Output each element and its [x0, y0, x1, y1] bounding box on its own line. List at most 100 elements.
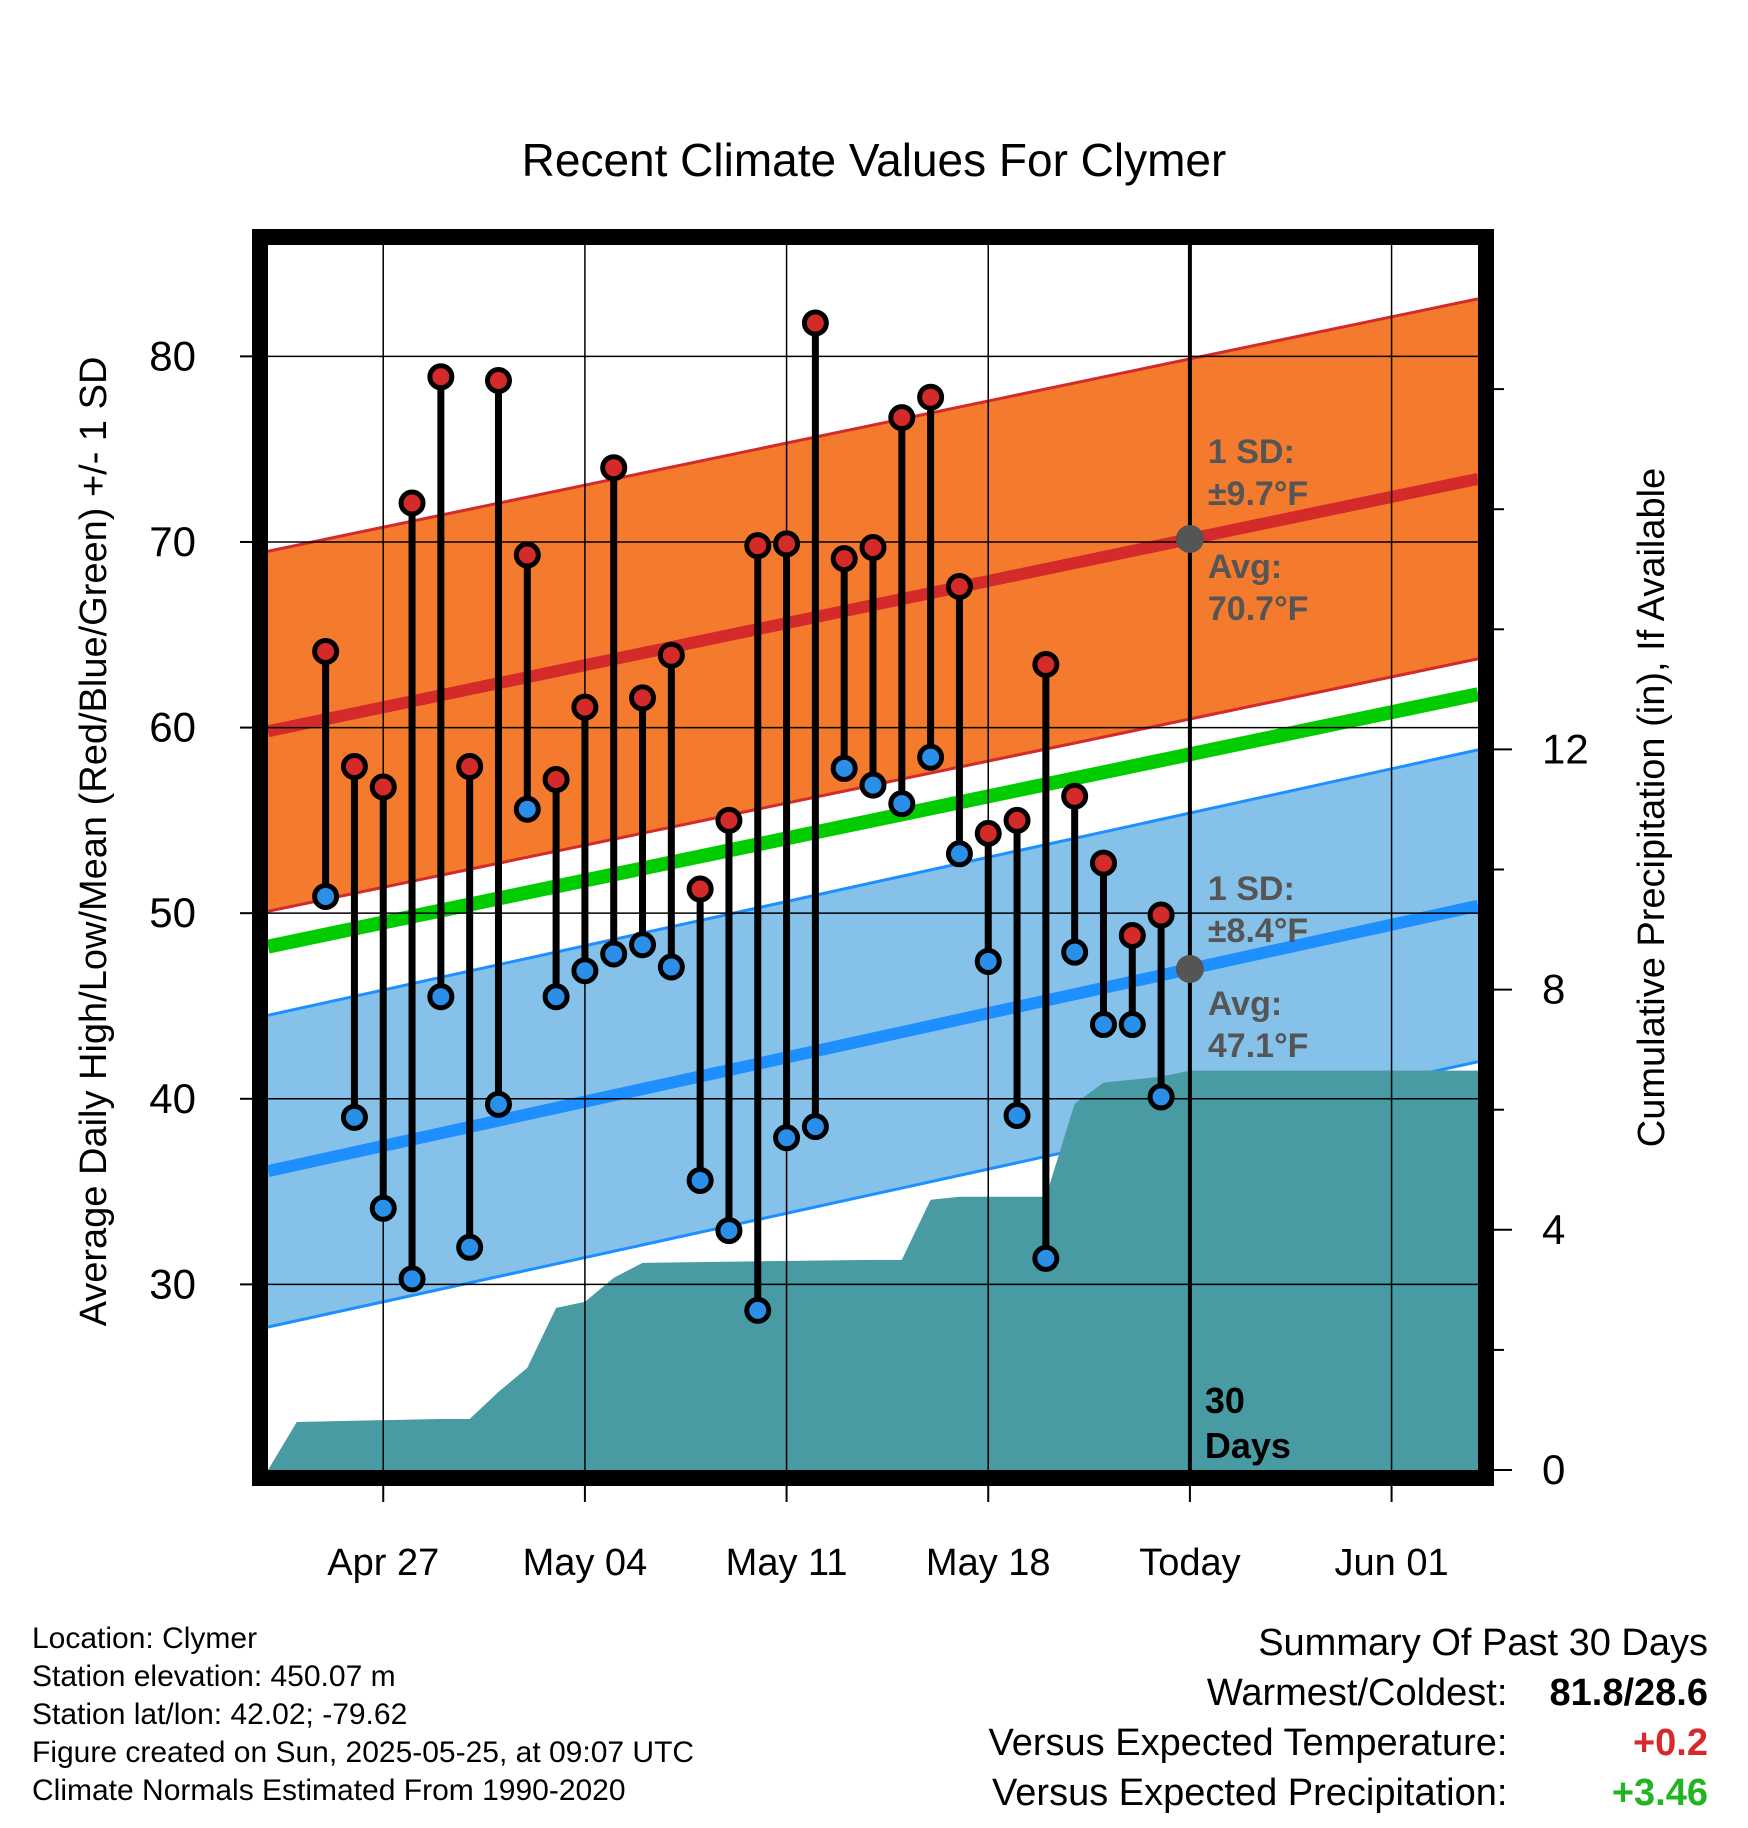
high-point [1061, 782, 1089, 810]
x-axis-label: Day [840, 1605, 908, 1610]
window-label: 30 Days [1205, 1380, 1291, 1466]
station-info: Location: Clymer Station elevation: 450.… [32, 1620, 694, 1810]
high-point [801, 309, 829, 337]
high-point [427, 363, 455, 391]
created-text: Figure created on Sun, 2025-05-25, at 09… [32, 1736, 695, 1769]
low-point [657, 953, 685, 981]
low-point [629, 931, 657, 959]
precip-area [268, 1070, 1478, 1470]
low-point [427, 983, 455, 1011]
x-tick-label: Today [1139, 1542, 1240, 1584]
low-point [974, 947, 1002, 975]
low-point [744, 1296, 772, 1324]
high-band-upper [268, 297, 1478, 553]
high-point [830, 545, 858, 573]
low-point [1003, 1101, 1031, 1129]
y2-tick-label: 8 [1542, 966, 1565, 1013]
low-point [542, 983, 570, 1011]
precip-label: Versus Expected Precipitation: [992, 1772, 1508, 1814]
low-point [1147, 1083, 1175, 1111]
y-tick-label: 70 [149, 518, 196, 565]
low-point [340, 1103, 368, 1131]
high-point [340, 753, 368, 781]
elevation-text: Station elevation: 450.07 m [32, 1660, 396, 1693]
low-point [1032, 1244, 1060, 1272]
low-point [369, 1194, 397, 1222]
y2-tick-label: 4 [1542, 1206, 1565, 1253]
today-low-avg-marker [1175, 954, 1204, 983]
y2-tick-label: 0 [1542, 1446, 1565, 1493]
today-high-avg-marker [1175, 524, 1204, 553]
low-point [484, 1090, 512, 1118]
location-text: Location: Clymer [32, 1622, 258, 1655]
high-point [513, 541, 541, 569]
low-point [801, 1113, 829, 1141]
high-point [657, 641, 685, 669]
plot-area [268, 245, 1478, 1470]
summary-panel: Summary Of Past 30 Days Warmest/Coldest:… [989, 1618, 1708, 1818]
high-point [542, 766, 570, 794]
low-point [1061, 938, 1089, 966]
high-avg-annotation: Avg: 70.7°F [1208, 548, 1309, 628]
low-sd-annotation: 1 SD: ±8.4°F [1208, 870, 1308, 950]
x-tick-label: May 04 [523, 1542, 648, 1584]
y-tick-label: 80 [149, 332, 196, 379]
high-point [1147, 901, 1175, 929]
climate-chart: 1 SD: ±9.7°F Avg: 70.7°F 1 SD: ±8.4°F Avg: 47.1… [73, 134, 1673, 1610]
high-point [974, 819, 1002, 847]
x-tick-label: Jun 01 [1335, 1542, 1449, 1584]
y-tick-label: 60 [149, 704, 196, 751]
precip-value: +3.46 [1611, 1772, 1708, 1814]
latlon-text: Station lat/lon: 42.02; -79.62 [32, 1698, 408, 1731]
high-point [917, 383, 945, 411]
high-point [312, 637, 340, 665]
y-tick-label: 50 [149, 889, 196, 936]
high-point [888, 404, 916, 432]
y-tick-label: 40 [149, 1075, 196, 1122]
low-point [773, 1124, 801, 1152]
low-point [312, 882, 340, 910]
low-point [945, 840, 973, 868]
high-point [1089, 849, 1117, 877]
low-point [513, 795, 541, 823]
high-point [1003, 806, 1031, 834]
high-point [1118, 921, 1146, 949]
high-point [456, 753, 484, 781]
high-sd-annotation: 1 SD: ±9.7°F [1208, 433, 1308, 513]
warmest-label: Warmest/Coldest: [1206, 1672, 1508, 1714]
high-point [398, 489, 426, 517]
low-point [888, 790, 916, 818]
low-point [398, 1265, 426, 1293]
low-point [715, 1217, 743, 1245]
low-point [600, 940, 628, 968]
low-point [917, 743, 945, 771]
high-point [600, 454, 628, 482]
low-point [859, 771, 887, 799]
high-point [686, 875, 714, 903]
normals-text: Climate Normals Estimated From 1990-2020 [32, 1774, 626, 1807]
y2-axis-label: Cumulative Precipitation (in), If Availa… [1631, 468, 1673, 1147]
chart-title: Recent Climate Values For Clymer [522, 134, 1227, 186]
x-tick-label: Apr 27 [327, 1542, 439, 1584]
high-point [859, 534, 887, 562]
plot-frame [252, 229, 1494, 1486]
temp-label: Versus Expected Temperature: [988, 1722, 1508, 1764]
high-point [571, 693, 599, 721]
high-point [945, 573, 973, 601]
high-point [1032, 650, 1060, 678]
low-point [456, 1233, 484, 1261]
y2-tick-label: 12 [1542, 725, 1589, 772]
x-tick-label: May 11 [726, 1542, 848, 1584]
summary-heading: Summary Of Past 30 Days [1258, 1622, 1708, 1664]
x-tick-label: May 18 [926, 1542, 1051, 1584]
low-point [1089, 1011, 1117, 1039]
low-point [830, 754, 858, 782]
high-point [369, 773, 397, 801]
high-point [715, 806, 743, 834]
y-axis-label: Average Daily High/Low/Mean (Red/Blue/Gr… [73, 357, 115, 1327]
low-point [1118, 1011, 1146, 1039]
warmest-value: 81.8/28.6 [1549, 1672, 1708, 1714]
low-point [686, 1166, 714, 1194]
y-tick-label: 30 [149, 1260, 196, 1307]
high-point [629, 684, 657, 712]
